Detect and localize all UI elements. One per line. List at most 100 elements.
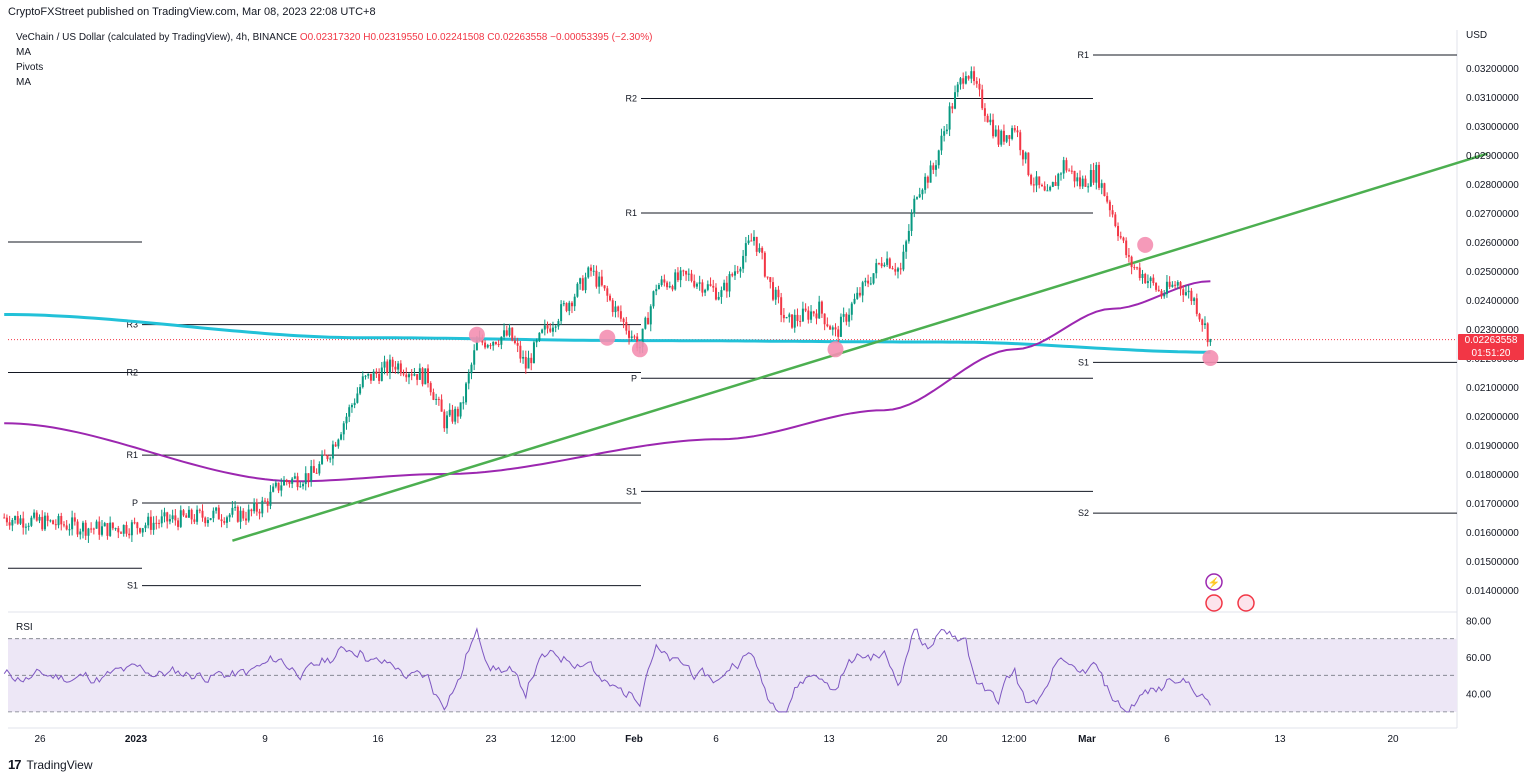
candle-down (1021, 150, 1024, 160)
candle-up (331, 444, 334, 459)
pivot-label-p: P (132, 498, 138, 508)
candle-down (1002, 130, 1005, 142)
candle-down (755, 236, 758, 252)
candle-down (1125, 240, 1128, 256)
candle-up (503, 330, 506, 337)
candle-up (30, 517, 33, 526)
indicator-ma-1[interactable]: MA (16, 47, 31, 58)
candle-up (87, 528, 90, 536)
candle-down (440, 399, 443, 412)
candle-down (1013, 128, 1016, 131)
candle-up (1089, 170, 1092, 187)
candle-down (16, 516, 19, 524)
y-tick-label: 0.02900000 (1466, 151, 1519, 162)
candle-down (1122, 237, 1125, 241)
candle-down (62, 524, 65, 526)
candle-up (299, 486, 302, 488)
candle-down (375, 371, 378, 375)
pivot-label-s2: S2 (1078, 508, 1089, 518)
candle-up (43, 515, 46, 530)
candle-down (489, 345, 492, 347)
candle-up (57, 516, 60, 526)
candle-up (359, 387, 362, 394)
candle-down (394, 366, 397, 370)
candle-up (234, 506, 237, 508)
candle-up (209, 518, 212, 520)
candle-down (671, 286, 674, 290)
candle-up (649, 306, 652, 325)
candle-down (217, 507, 220, 520)
candle-down (90, 528, 93, 530)
candle-down (834, 327, 837, 330)
candle-down (682, 270, 685, 272)
candle-down (185, 515, 188, 518)
candle-up (527, 357, 530, 369)
candle-up (231, 507, 234, 515)
highlight-marker (468, 326, 485, 343)
candle-up (1057, 173, 1060, 186)
candle-up (79, 531, 82, 535)
candle-down (546, 325, 549, 329)
pivot-label-s1: S1 (1078, 357, 1089, 367)
tradingview-footer[interactable]: 17 TradingView (8, 757, 93, 772)
candle-down (1079, 177, 1081, 187)
y-tick-label: 0.01600000 (1466, 528, 1519, 539)
candle-up (905, 241, 908, 252)
candle-down (416, 374, 419, 380)
candle-up (272, 486, 275, 492)
pivot-label-r1: R1 (1077, 50, 1089, 60)
candle-up (418, 368, 421, 380)
candle-down (625, 322, 628, 331)
candle-down (951, 106, 954, 109)
candle-down (899, 268, 902, 270)
candle-up (329, 458, 332, 460)
candle-down (133, 522, 136, 524)
candle-up (141, 528, 144, 533)
y-tick-label: 0.01500000 (1466, 557, 1519, 568)
candle-down (1198, 313, 1201, 320)
candle-down (891, 268, 894, 270)
candle-down (236, 506, 239, 522)
x-tick-label: 6 (1164, 734, 1170, 745)
x-tick-label: Mar (1078, 734, 1096, 745)
candle-up (337, 439, 340, 447)
y-tick-label: 0.03100000 (1466, 93, 1519, 104)
candle-up (397, 363, 400, 370)
candle-up (576, 283, 579, 297)
candle-up (462, 402, 465, 404)
candle-down (761, 247, 764, 253)
candle-up (733, 271, 736, 276)
symbol-row[interactable]: VeChain / US Dollar (calculated by Tradi… (16, 30, 652, 45)
candle-down (5, 517, 8, 523)
candle-up (614, 306, 617, 313)
highlight-marker (1202, 350, 1219, 366)
candle-down (1155, 283, 1158, 290)
candle-down (647, 317, 650, 325)
indicator-pivots[interactable]: Pivots (16, 62, 44, 73)
candle-down (766, 276, 769, 278)
candle-down (497, 344, 500, 346)
candle-up (674, 272, 677, 290)
candle-down (807, 310, 810, 320)
candle-up (130, 522, 133, 536)
y-tick-label: 0.02400000 (1466, 296, 1519, 307)
candle-up (864, 280, 867, 283)
candle-up (33, 512, 36, 518)
candle-up (679, 270, 682, 281)
candle-up (1051, 182, 1054, 187)
candle-down (432, 392, 435, 400)
candle-down (791, 314, 794, 328)
candle-up (1141, 273, 1144, 279)
candle-down (967, 76, 970, 79)
candle-down (666, 282, 669, 288)
candle-up (956, 84, 959, 93)
candle-up (500, 336, 503, 345)
candle-up (283, 479, 286, 486)
candle-up (723, 282, 726, 291)
candle-down (386, 361, 389, 373)
pivot-label-r1: R1 (126, 450, 138, 460)
indicator-ma-2[interactable]: MA (16, 77, 31, 88)
candle-down (258, 511, 261, 514)
candle-down (826, 324, 829, 327)
